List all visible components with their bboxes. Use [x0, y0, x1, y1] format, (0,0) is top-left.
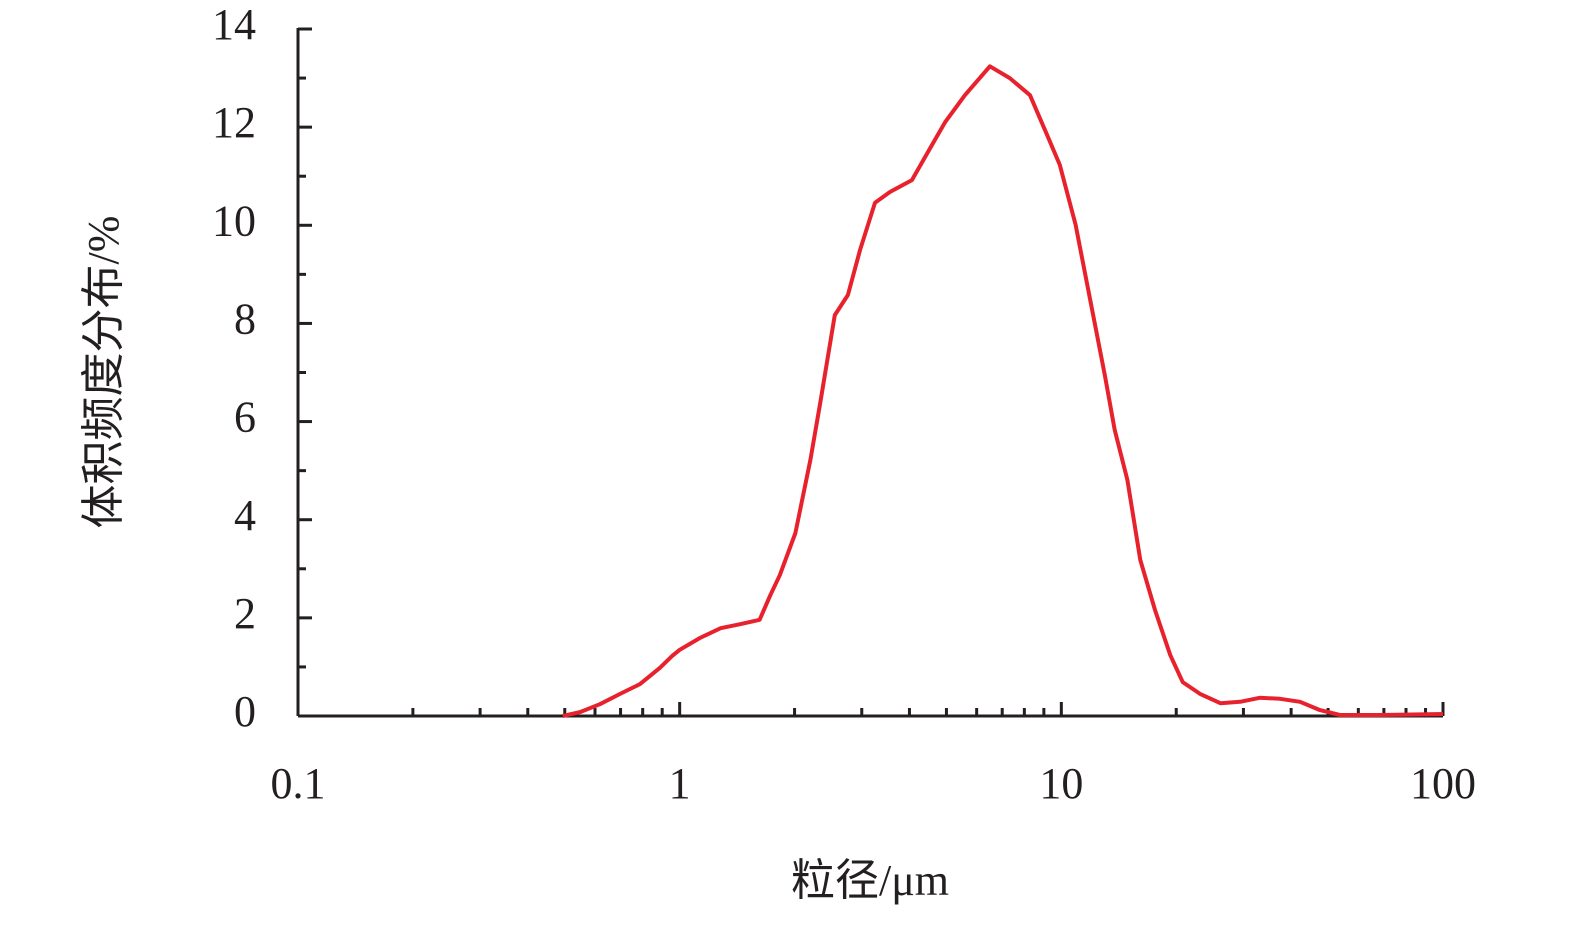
- x-tick-label: 1: [669, 759, 691, 808]
- x-tick-label: 0.1: [271, 759, 326, 808]
- x-tick-label: 100: [1410, 759, 1476, 808]
- x-tick-label: 10: [1039, 759, 1083, 808]
- y-tick-label: 12: [212, 98, 256, 147]
- y-axis-label: 体积频度分布/%: [79, 216, 128, 529]
- y-tick-label: 4: [234, 491, 256, 540]
- y-tick-label: 8: [234, 295, 256, 344]
- y-tick-label: 14: [212, 0, 256, 49]
- y-tick-label: 0: [234, 687, 256, 736]
- line: [562, 64, 1444, 718]
- y-tick-label: 6: [234, 393, 256, 442]
- y-tick-label: 2: [234, 589, 256, 638]
- y-tick-label: 10: [212, 196, 256, 245]
- x-axis-label: 粒径/μm: [791, 856, 949, 905]
